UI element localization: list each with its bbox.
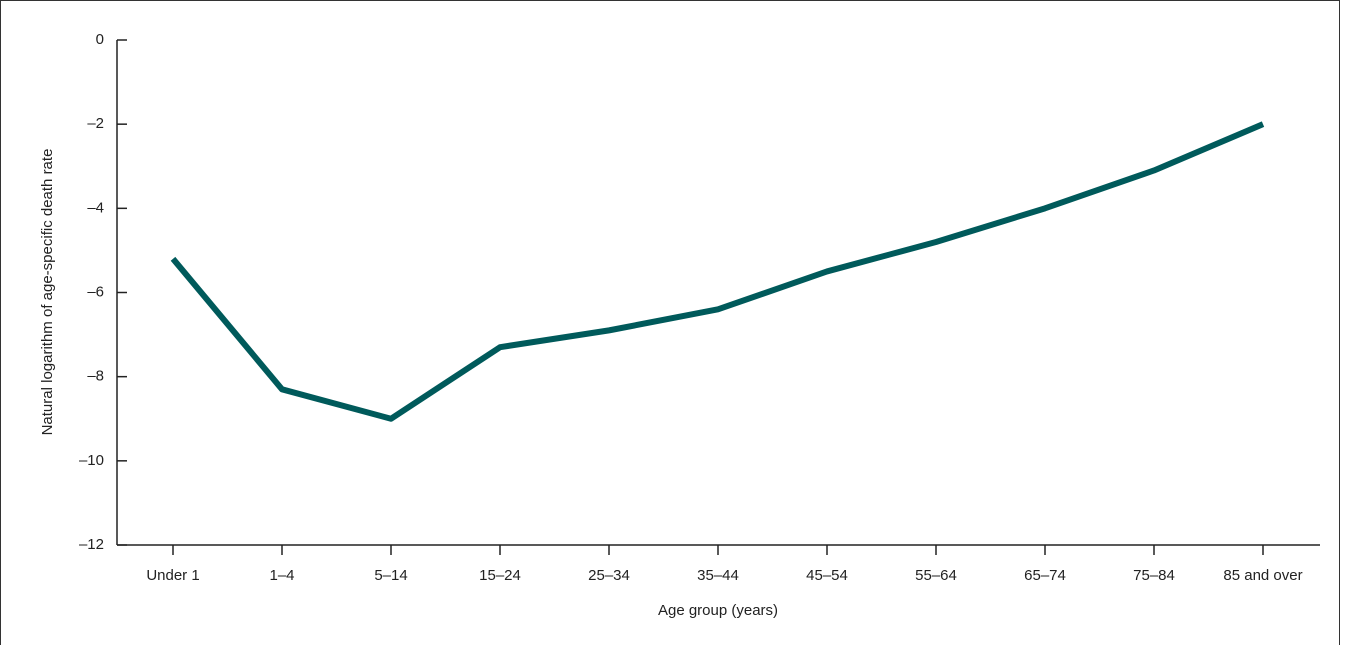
x-tick-label: 55–64 [915,567,957,584]
y-tick-label: –2 [87,115,104,132]
y-tick-label: 0 [96,31,104,48]
x-tick-label: 15–24 [479,567,521,584]
x-tick-label: 5–14 [374,567,407,584]
data-line [170,121,1265,422]
x-tick-label: 25–34 [588,567,630,584]
y-axis-title: Natural logarithm of age-specific death … [39,149,56,436]
x-tick-label: Under 1 [146,567,199,584]
x-tick-label: 45–54 [806,567,848,584]
y-tick-label: –10 [79,452,104,469]
y-tick-label: –6 [87,283,104,300]
x-tick-label: 75–84 [1133,567,1175,584]
x-tick-label: 1–4 [269,567,294,584]
x-axis-title: Age group (years) [658,602,778,619]
x-tick-label: 35–44 [697,567,739,584]
y-tick-label: –4 [87,199,104,216]
y-tick-label: –12 [79,536,104,553]
x-tick-label: 85 and over [1223,567,1302,584]
y-tick-label: –8 [87,368,104,385]
x-tick-label: 65–74 [1024,567,1066,584]
